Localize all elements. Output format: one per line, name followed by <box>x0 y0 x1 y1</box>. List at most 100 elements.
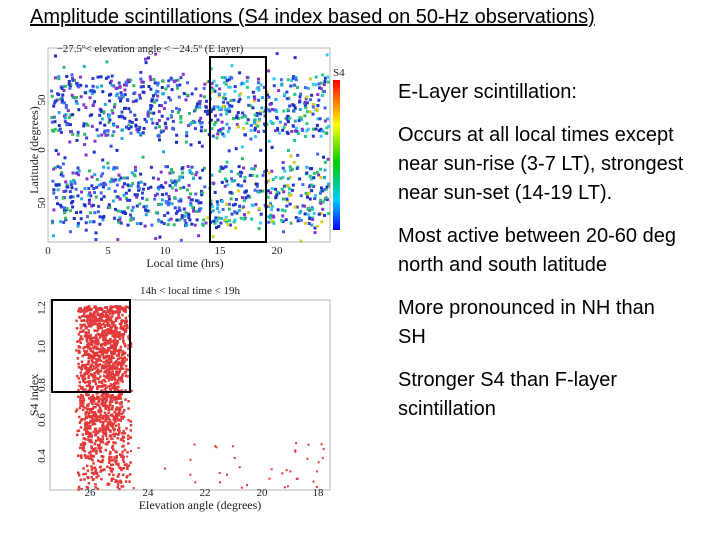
dot <box>267 215 271 219</box>
dot <box>123 432 127 435</box>
dot <box>64 216 67 220</box>
dot <box>110 470 114 473</box>
dot <box>237 100 241 104</box>
dot <box>244 196 248 200</box>
colorbar <box>333 80 340 230</box>
dot <box>204 221 208 225</box>
dot <box>107 426 110 430</box>
dot <box>213 89 217 93</box>
dot <box>147 56 150 60</box>
dot <box>168 171 172 175</box>
dot <box>115 343 119 347</box>
dot <box>97 446 101 450</box>
dot <box>170 171 174 175</box>
dot <box>240 157 244 161</box>
dot <box>211 209 215 213</box>
dot <box>107 440 110 443</box>
dot <box>317 98 321 102</box>
dot <box>144 213 148 217</box>
dot <box>104 338 108 342</box>
dot <box>104 351 107 354</box>
dot <box>90 475 93 479</box>
dot <box>164 192 168 196</box>
dot <box>118 466 121 470</box>
dot <box>120 110 124 114</box>
dot <box>130 120 134 124</box>
dot <box>283 184 286 188</box>
dot <box>213 190 217 194</box>
dot <box>84 363 87 367</box>
dot <box>310 93 314 97</box>
dot <box>85 136 89 140</box>
dot <box>90 465 93 468</box>
dot <box>87 342 90 346</box>
dot <box>129 125 133 129</box>
dot <box>265 90 269 94</box>
dot <box>118 406 121 410</box>
dot <box>206 216 210 220</box>
dot <box>303 221 307 225</box>
dot <box>105 332 108 335</box>
dot <box>94 380 97 383</box>
dot <box>303 86 307 90</box>
dot <box>89 343 92 347</box>
dot <box>108 319 112 322</box>
dot <box>128 198 132 202</box>
dot <box>305 129 309 133</box>
dot <box>281 128 285 132</box>
dot <box>193 127 197 131</box>
dot <box>117 473 121 476</box>
dot <box>69 209 73 213</box>
dot <box>108 369 111 373</box>
dot <box>81 404 84 408</box>
dot <box>294 449 297 452</box>
dot <box>299 194 303 198</box>
dot <box>147 85 151 88</box>
dot <box>295 205 299 209</box>
dot <box>115 407 118 411</box>
dot <box>95 403 99 406</box>
dot <box>144 57 147 61</box>
dot <box>63 116 67 120</box>
dot <box>217 129 221 133</box>
dot <box>93 354 97 358</box>
dot <box>275 193 279 197</box>
dot <box>116 238 120 242</box>
dot <box>192 176 195 180</box>
dot <box>85 432 88 436</box>
dot <box>106 359 109 362</box>
dot <box>150 117 154 121</box>
dot <box>184 211 188 215</box>
dot <box>210 127 214 131</box>
dot <box>138 202 142 206</box>
dot <box>157 219 161 223</box>
dot <box>127 337 131 341</box>
dot <box>298 211 302 215</box>
dot <box>117 306 120 309</box>
dot <box>113 352 117 355</box>
dot <box>285 204 289 208</box>
dot <box>76 221 80 225</box>
dot <box>105 376 109 380</box>
dot <box>71 171 75 175</box>
bullet: Stronger S4 than F-layer scintillation <box>398 369 617 420</box>
dot <box>96 387 99 391</box>
dot <box>85 334 88 338</box>
dot <box>118 197 122 201</box>
dot <box>242 166 246 170</box>
dot <box>107 411 110 415</box>
dot <box>116 412 119 415</box>
dot <box>137 181 141 185</box>
dot <box>117 463 120 467</box>
dot <box>109 384 112 387</box>
dot <box>94 382 98 386</box>
dot <box>111 346 114 350</box>
dot <box>111 364 114 368</box>
dot <box>122 439 125 443</box>
dot <box>90 408 93 412</box>
dot <box>99 420 102 424</box>
dot <box>195 209 199 213</box>
dot <box>327 182 331 186</box>
dot <box>251 90 255 94</box>
dot <box>95 178 99 181</box>
